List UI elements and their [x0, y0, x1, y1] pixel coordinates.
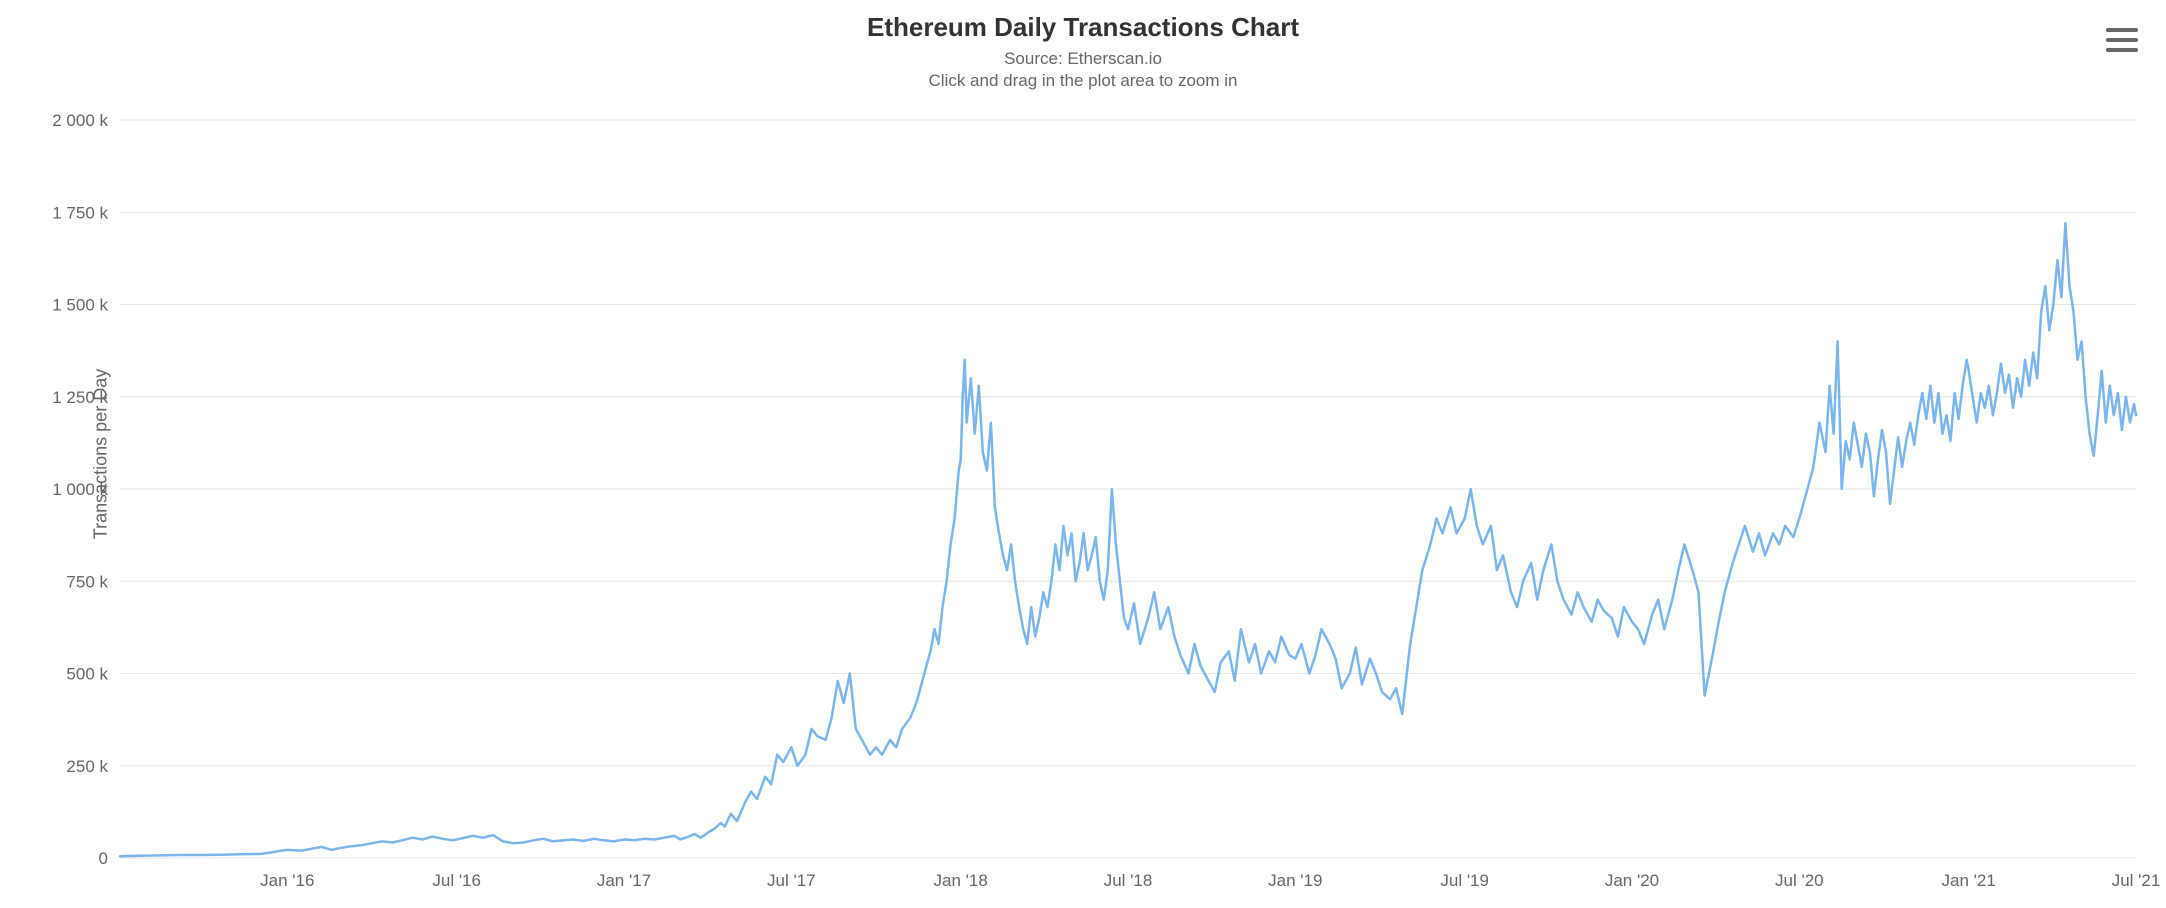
- x-tick-label: Jul '18: [1104, 871, 1153, 890]
- y-tick-label: 1 750 k: [52, 203, 108, 222]
- y-tick-label: 250 k: [66, 757, 108, 776]
- y-tick-label: 750 k: [66, 572, 108, 591]
- x-tick-label: Jul '17: [767, 871, 816, 890]
- x-tick-label: Jul '20: [1775, 871, 1824, 890]
- x-tick-label: Jan '16: [260, 871, 314, 890]
- y-tick-label: 500 k: [66, 665, 108, 684]
- chart-menu-button[interactable]: [2106, 28, 2138, 52]
- y-tick-label: 2 000 k: [52, 111, 108, 130]
- chart-title: Ethereum Daily Transactions Chart: [0, 0, 2166, 43]
- x-tick-label: Jan '17: [597, 871, 651, 890]
- x-tick-label: Jan '21: [1942, 871, 1996, 890]
- x-tick-label: Jul '21: [2112, 871, 2161, 890]
- chart-container: Ethereum Daily Transactions Chart Source…: [0, 0, 2166, 908]
- chart-svg: 0250 k500 k750 k1 000 k1 250 k1 500 k1 7…: [120, 120, 2136, 858]
- data-line: [120, 223, 2136, 856]
- x-tick-label: Jul '16: [432, 871, 481, 890]
- y-tick-label: 1 250 k: [52, 388, 108, 407]
- y-tick-label: 1 000 k: [52, 480, 108, 499]
- y-tick-label: 1 500 k: [52, 296, 108, 315]
- x-tick-label: Jan '19: [1268, 871, 1322, 890]
- x-tick-label: Jul '19: [1440, 871, 1489, 890]
- x-tick-label: Jan '20: [1605, 871, 1659, 890]
- plot-area[interactable]: 0250 k500 k750 k1 000 k1 250 k1 500 k1 7…: [120, 120, 2136, 858]
- y-tick-label: 0: [99, 849, 108, 868]
- chart-subtitle: Source: Etherscan.io: [0, 49, 2166, 69]
- chart-instruction: Click and drag in the plot area to zoom …: [0, 71, 2166, 91]
- x-tick-label: Jan '18: [934, 871, 988, 890]
